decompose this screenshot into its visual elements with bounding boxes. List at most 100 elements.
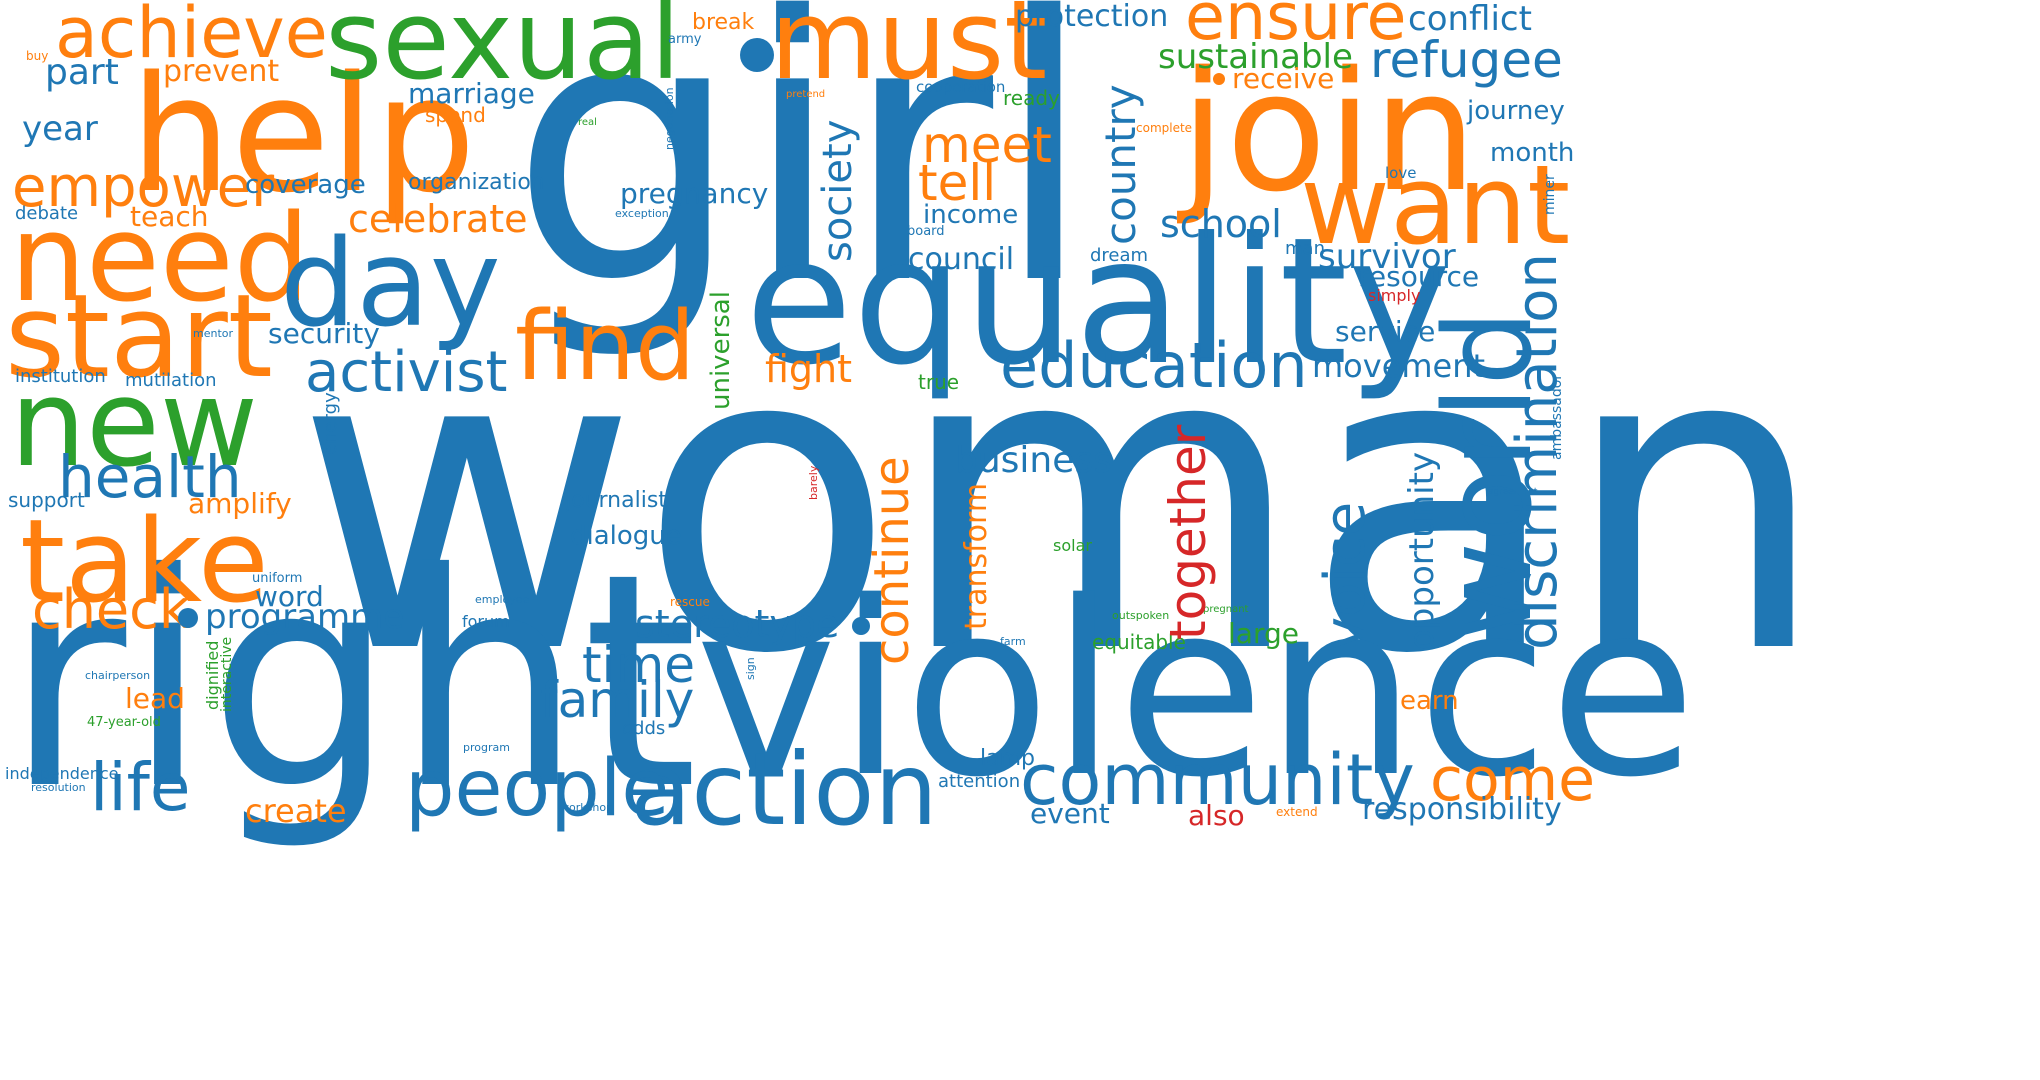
word-activist: activist [305, 340, 508, 405]
word-want: want [1300, 141, 1571, 269]
word-voice: voice [1313, 501, 1378, 650]
word-interactive: interactive [219, 636, 235, 712]
word-break: break [692, 10, 755, 35]
word-right: right [5, 510, 699, 854]
word-ambassador: ambassador [1549, 373, 1565, 460]
word-year: year [22, 109, 98, 149]
word-refugee: refugee [1370, 31, 1563, 89]
word-together: together [1159, 424, 1217, 640]
word-rescue: rescue [670, 595, 710, 609]
word-service: service [1335, 315, 1436, 348]
word-ready: ready [1003, 86, 1060, 110]
word-love: love [1385, 164, 1417, 182]
word-teach: teach [130, 200, 209, 233]
word-survivor: survivor [1318, 237, 1456, 277]
word-journey: journey [1467, 96, 1565, 126]
word-attention: attention [938, 771, 1021, 792]
word-transform: transform [959, 482, 994, 630]
word-amplify: amplify [188, 487, 292, 520]
word-dialogue: dialogue [570, 521, 682, 551]
word-fight: fight [765, 347, 853, 391]
word-solar: solar [1053, 536, 1092, 555]
word-protection: protection [1015, 0, 1169, 34]
word-security: security [268, 317, 380, 350]
word-lamp: lamp [980, 746, 1035, 771]
word-join: join [1180, 36, 1478, 228]
word-mutilation: mutilation [125, 370, 217, 391]
word-programme: programme [205, 597, 405, 637]
word-business: business [955, 440, 1112, 481]
word-girl: girl [510, 0, 1095, 365]
word-education: education [1000, 329, 1308, 402]
word-help: help [130, 41, 476, 228]
word-event: event [1030, 797, 1110, 830]
word-outspoken: outspoken [1112, 609, 1170, 622]
word-family: family [540, 671, 695, 729]
word-violence: violence [695, 550, 1697, 830]
word-energy: energy [320, 392, 341, 455]
word-stereotype: stereotype [635, 602, 840, 646]
word-spend: spend [425, 103, 486, 127]
word-uniform: uniform [252, 571, 303, 586]
word-man: man [1285, 238, 1325, 259]
word-ensure: ensure [1185, 0, 1407, 55]
word-true: true [918, 370, 960, 394]
word-movement: movement [1312, 347, 1486, 385]
word-woman: woman [295, 257, 1829, 746]
word-empower: empower [12, 155, 275, 220]
word-action: action [630, 731, 938, 848]
word-program: program [463, 741, 510, 754]
word-sign: sign [744, 657, 757, 680]
word-dream: dream [1090, 245, 1149, 266]
word-meet: meet [922, 116, 1052, 174]
word-resolution: resolution [31, 781, 86, 794]
word-cooperation: cooperation [916, 78, 1006, 96]
word-prevent: prevent [163, 54, 280, 89]
word-achieve: achieve [55, 0, 328, 74]
word-country: country [1096, 84, 1145, 245]
word-life: life [90, 749, 191, 826]
word-marriage: marriage [408, 77, 535, 110]
word-army: army [668, 32, 702, 47]
word-board: board [907, 224, 945, 239]
word-resource: resource [1358, 260, 1480, 293]
word-extend: extend [1276, 805, 1318, 819]
word-exception: exception [615, 207, 669, 220]
dot-mark [740, 38, 774, 72]
word-farm: farm [1000, 635, 1026, 648]
word-word: word [255, 580, 324, 613]
word-pregnancy: pregnancy [620, 177, 769, 210]
word-mentor: mentor [193, 327, 234, 340]
word-come: come [1430, 745, 1596, 815]
word-continue: continue [864, 456, 920, 665]
word-odds: odds [622, 718, 666, 739]
word-sexual: sexual [325, 0, 681, 104]
word-coverage: coverage [245, 170, 366, 200]
word-support: support [8, 488, 85, 512]
word-organization: organization [408, 170, 545, 195]
word-lead: lead [125, 682, 185, 715]
word-responsibility: responsibility [1362, 792, 1562, 827]
word-find: find [515, 292, 696, 402]
word-month: month [1490, 138, 1575, 168]
word-miner: miner [1542, 174, 1558, 215]
word-forum: forum [462, 612, 510, 631]
word-new: new [10, 355, 259, 494]
word-institution: institution [15, 366, 106, 387]
dot-mark [178, 608, 198, 628]
word-sustainable: sustainable [1158, 37, 1353, 77]
word-part: part [45, 52, 119, 93]
word-employee: employee [475, 593, 530, 606]
word-equality: equality [745, 201, 1452, 404]
word-people: people [405, 744, 670, 834]
word-must: must [770, 0, 1048, 104]
word-day: day [280, 215, 501, 354]
word-large: large [1228, 617, 1299, 650]
word-check: check [32, 578, 191, 641]
word-also: also [1188, 799, 1245, 832]
word-chairperson: chairperson [85, 669, 151, 682]
word-simply: simply [1368, 286, 1421, 305]
word-journalist: journalist [565, 488, 667, 513]
word-barely: barely [807, 465, 820, 500]
